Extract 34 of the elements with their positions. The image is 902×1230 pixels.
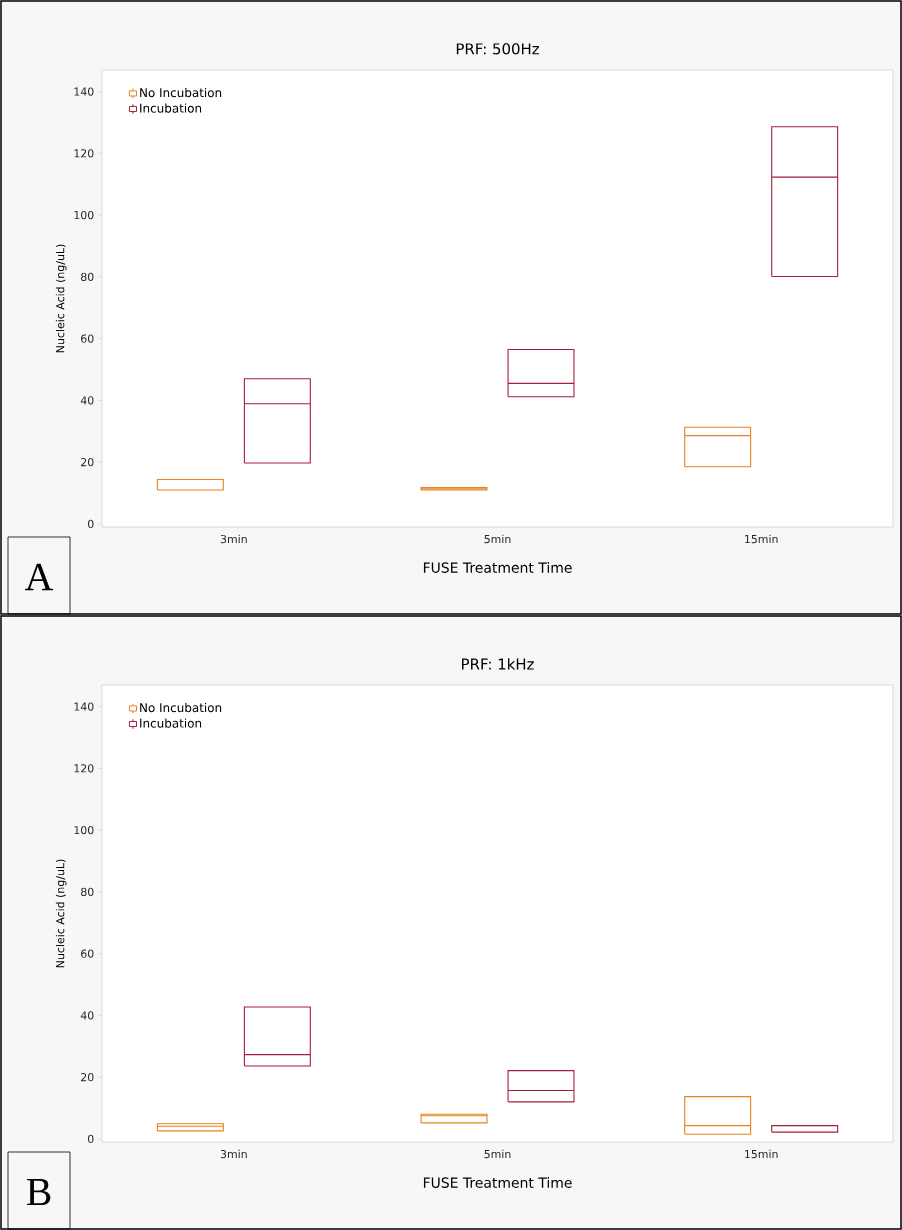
y-tick-label: 100 <box>74 210 94 220</box>
y-tick-label: 80 <box>81 272 94 282</box>
y-tick-label: 80 <box>81 887 94 897</box>
y-tick-label: 20 <box>81 1073 94 1082</box>
chart-title: PRF: 500Hz <box>456 43 539 55</box>
y-tick-label: 0 <box>87 1134 94 1144</box>
y-tick-label: 60 <box>81 949 94 958</box>
y-tick-label: 60 <box>81 334 94 343</box>
y-tick-label: 140 <box>74 702 94 711</box>
y-tick-label: 100 <box>74 825 94 835</box>
x-tick-label: 15min <box>745 1149 778 1159</box>
legend-label: Incubation <box>140 103 202 113</box>
y-axis-title: Nucleic Acid (ng/uL) <box>55 859 67 968</box>
x-tick-label: 15min <box>745 534 778 544</box>
x-axis-title: FUSE Treatment Time <box>423 1177 572 1188</box>
x-axis-title: FUSE Treatment Time <box>423 562 572 573</box>
y-tick-label: 40 <box>80 396 94 405</box>
y-tick-label: 120 <box>74 764 94 773</box>
legend-label: Incubation <box>140 718 202 728</box>
legend-label: No Incubation <box>140 87 222 98</box>
y-tick-label: 20 <box>81 458 94 467</box>
text: B <box>26 1178 51 1206</box>
y-tick-label: 140 <box>74 87 94 96</box>
legend-label: No Incubation <box>140 702 222 713</box>
chart-title: PRF: 1kHz <box>462 658 534 670</box>
text: A <box>25 563 54 591</box>
x-tick-label: 5min <box>484 534 511 544</box>
x-tick-label: 5min <box>484 1149 511 1159</box>
y-tick-label: 120 <box>74 149 94 158</box>
x-tick-label: 3min <box>220 534 247 544</box>
y-axis-title: Nucleic Acid (ng/uL) <box>55 244 67 353</box>
y-tick-label: 0 <box>87 519 94 529</box>
x-tick-label: 3min <box>220 1149 247 1159</box>
y-tick-label: 40 <box>80 1011 94 1020</box>
